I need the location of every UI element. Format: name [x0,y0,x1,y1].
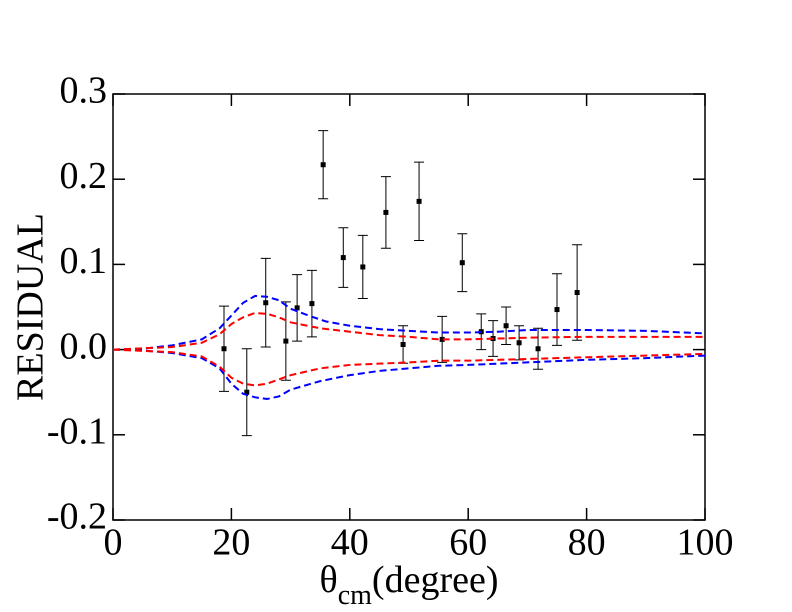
data-point [516,340,522,346]
y-tick-label: -0.2 [47,496,107,538]
data-point [383,209,389,215]
data-point [535,346,541,352]
x-label-symbol: θ [320,559,338,601]
plot-frame [112,93,706,521]
curve [112,348,706,387]
data-point [554,307,560,313]
data-point [439,336,445,342]
x-tick-label: 60 [449,522,487,564]
data-point [263,300,269,306]
x-tick-label: 0 [104,522,123,564]
data-point [221,346,227,352]
y-tick-label: -0.1 [47,411,107,453]
x-tick-label: 20 [212,522,250,564]
y-tick-label: 0.0 [60,325,108,367]
x-tick-label: 100 [677,522,734,564]
data-point [283,338,289,344]
data-point [340,255,346,261]
data-point [320,162,326,168]
data-point [459,260,465,266]
data-point [416,198,422,204]
curve [112,294,706,351]
y-axis-label: RESIDUAL [10,213,52,401]
data-point [400,341,406,347]
x-label-text: (degree) [372,559,499,601]
x-axis-label: θcm(degree) [320,559,499,611]
x-tick-label: 40 [331,522,369,564]
data-point [503,323,509,329]
data-point [360,264,366,270]
y-tick-label: 0.3 [60,70,108,112]
data-point [309,301,315,307]
data-point [574,290,580,296]
curve [112,311,705,351]
x-label-subscript: cm [338,580,372,611]
y-tick-label: 0.2 [60,155,108,197]
data-point [294,305,300,311]
x-tick-label: 80 [568,522,606,564]
y-tick-label: 0.1 [60,240,108,282]
data-point [244,389,250,395]
